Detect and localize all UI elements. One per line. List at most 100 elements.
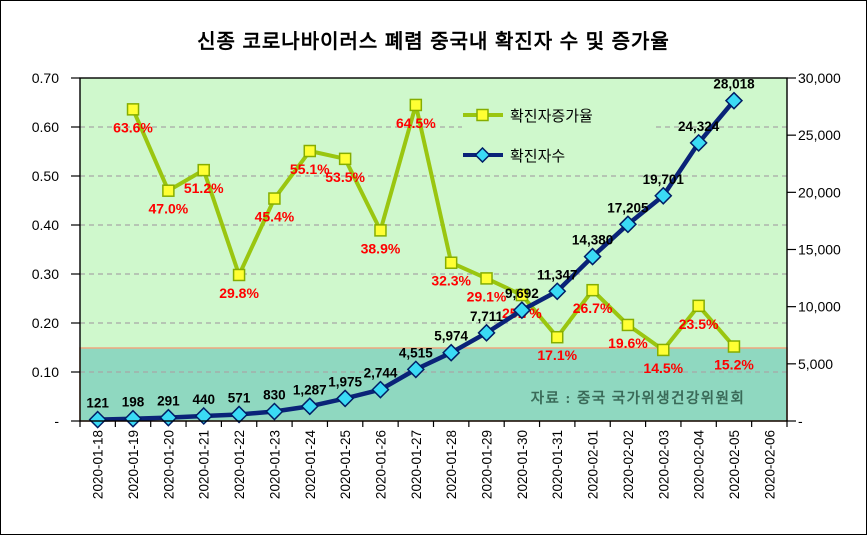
count-label: 571 (228, 390, 251, 405)
growth-rate-marker (444, 256, 458, 269)
left-axis-tick-label: 0.30 (32, 266, 59, 282)
x-axis-label: 2020-02-03 (656, 430, 671, 499)
confirmed-count-marker (230, 405, 249, 424)
count-label: 24,324 (678, 119, 720, 134)
right-axis-tick-label: - (798, 413, 803, 429)
confirmed-count-legend-marker-icon (463, 147, 503, 163)
count-label: 2,744 (364, 366, 398, 381)
rate-label: 29.8% (219, 285, 259, 301)
rate-label: 38.9% (361, 240, 401, 256)
growth-rate-marker (409, 98, 423, 112)
x-axis-label: 2020-01-28 (444, 430, 459, 499)
growth-rate-legend-marker-icon (463, 108, 503, 122)
count-label: 121 (86, 396, 109, 411)
confirmed-count-marker (300, 397, 319, 416)
x-axis-label: 2020-02-05 (727, 430, 742, 499)
rate-label: 23.5% (679, 316, 719, 332)
growth-rate-marker (126, 103, 140, 116)
rate-label: 64.5% (396, 115, 436, 131)
count-label: 1,287 (293, 382, 327, 397)
confirmed-count-marker (442, 343, 461, 362)
growth-rate-marker (692, 299, 705, 313)
right-axis-tick-label: 20,000 (798, 184, 841, 200)
x-axis-label: 2020-01-27 (409, 430, 424, 499)
rate-label: 63.6% (113, 119, 153, 135)
confirmed-count-marker (512, 301, 531, 320)
right-axis-tick-label: 15,000 (798, 242, 841, 258)
rate-label: 32.3% (431, 273, 471, 289)
growth-rate-marker (550, 330, 564, 344)
confirmed-count-marker (265, 402, 284, 421)
count-label: 830 (263, 388, 286, 403)
rate-label: 14.5% (643, 360, 683, 376)
rate-label: 19.6% (608, 335, 648, 351)
growth-rate-marker (303, 144, 317, 158)
growth-rate-marker (586, 283, 599, 297)
rate-label: 17.1% (537, 347, 577, 363)
x-axis-label: 2020-02-01 (586, 430, 601, 499)
growth-rate-marker (197, 163, 210, 177)
rate-label: 26.7% (573, 300, 613, 316)
count-label: 19,701 (643, 172, 685, 187)
growth-rate-marker (162, 184, 175, 197)
left-axis-tick-label: - (54, 413, 59, 429)
confirmed-count-marker (123, 409, 143, 428)
growth-rate-marker (480, 272, 493, 285)
growth-rate-marker (515, 288, 529, 302)
confirmed-count-marker (371, 380, 390, 399)
confirmed-count-marker (548, 282, 567, 301)
x-axis-label: 2020-01-19 (126, 430, 141, 499)
rate-label: 45.4% (255, 209, 295, 225)
rate-label: 53.5% (325, 169, 365, 185)
rate-label: 47.0% (149, 201, 189, 217)
x-axis-label: 2020-01-20 (161, 430, 176, 499)
x-axis-label: 2020-01-18 (91, 430, 106, 499)
x-axis-label: 2020-01-31 (550, 430, 565, 499)
source-note: 자료 : 중국 국가위생건강위원회 (530, 391, 746, 407)
count-label: 14,380 (572, 233, 613, 248)
growth-rate-marker (657, 343, 670, 357)
count-label: 11,347 (537, 267, 578, 282)
growth-rate-marker (374, 224, 387, 237)
x-axis-label: 2020-02-06 (762, 430, 777, 499)
legend-label-confirmed-count: 확진자수 (510, 147, 566, 165)
x-axis-label: 2020-01-22 (232, 430, 247, 499)
count-label: 4,515 (399, 345, 433, 360)
count-label: 440 (192, 392, 215, 407)
left-axis-tick-label: 0.10 (32, 364, 59, 380)
count-label: 1,975 (328, 374, 362, 389)
left-axis-tick-label: 0.60 (32, 119, 59, 135)
chart-title: 신종 코로나바이러스 폐렴 중국내 확진자 수 및 증가율 (197, 31, 670, 53)
confirmed-count-marker (194, 406, 213, 426)
growth-rate-marker (727, 340, 741, 353)
x-axis-label: 2020-01-26 (373, 430, 388, 499)
plot-border (79, 77, 788, 422)
x-axis-label: 2020-01-25 (338, 430, 353, 499)
legend-label-growth-rate: 확진자증가율 (510, 107, 593, 125)
x-axis-label: 2020-01-23 (267, 430, 282, 499)
growth-rate-marker (338, 152, 352, 166)
growth-rate-marker (232, 268, 246, 282)
legend-item-confirmed-count: 확진자수 (462, 142, 654, 168)
left-axis-tick-label: 0.70 (32, 70, 59, 86)
confirmed-count-marker (159, 408, 178, 427)
growth-rate-marker (268, 192, 281, 205)
left-axis-tick-label: 0.20 (32, 315, 59, 331)
growth-rate-marker (621, 318, 635, 332)
count-label: 28,018 (713, 77, 755, 92)
right-axis-tick-label: 30,000 (798, 70, 841, 86)
rate-label: 15.2% (714, 357, 754, 373)
x-axis-label: 2020-02-02 (621, 430, 636, 499)
count-label: 291 (157, 394, 180, 409)
rate-label: 51.2% (184, 180, 224, 196)
confirmed-count-marker (724, 91, 744, 110)
count-label: 17,205 (607, 200, 649, 215)
confirmed-count-marker (477, 323, 496, 342)
confirmed-count-marker (88, 410, 107, 429)
rate-label: 29.1% (467, 288, 507, 304)
x-axis-label: 2020-02-04 (692, 430, 707, 500)
confirmed-count-marker (336, 389, 355, 408)
count-label: 7,711 (470, 309, 504, 324)
